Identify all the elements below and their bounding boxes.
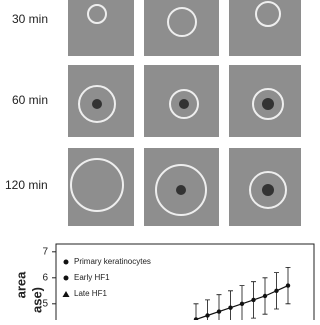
y-tick-label: 5 [42,298,48,309]
micrographs [68,0,301,226]
y-label-fragment: ase) [29,287,44,313]
legend-marker [63,259,69,265]
legend-marker [63,275,69,281]
plot-frame [55,243,315,325]
error-bar [216,294,222,325]
point [216,309,222,314]
y-tick-label: 6 [42,272,48,283]
legend-label: Early HF1 [74,273,110,282]
point [228,305,233,310]
row-label: 120 min [5,178,48,192]
point [262,293,268,299]
point [239,301,245,306]
legend-marker [62,291,70,297]
row-label: 60 min [12,93,48,107]
y-label-fragment: area [13,271,28,299]
legend-label: Late HF1 [74,289,107,298]
row-label: 30 min [12,12,48,26]
point [274,288,279,293]
error-bar [228,290,233,325]
legend-label: Primary keratinocytes [74,257,151,266]
point [205,313,210,318]
point [285,283,291,288]
point [251,297,256,303]
y-tick-label: 7 [42,246,48,257]
